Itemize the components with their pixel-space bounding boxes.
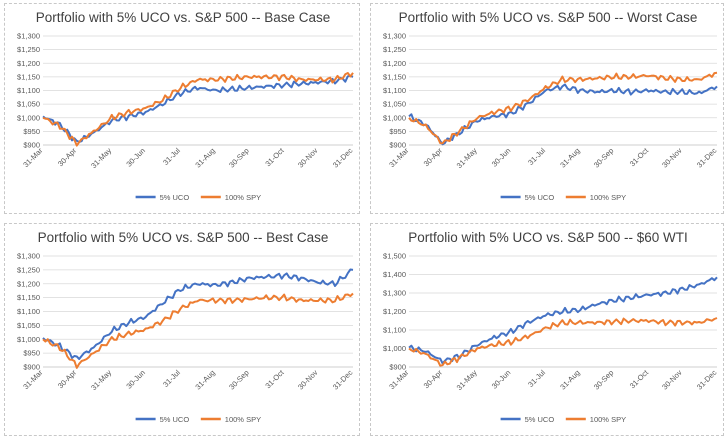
y-tick-label: $1,300 <box>17 252 40 261</box>
y-tick-label: $1,000 <box>17 335 40 344</box>
series-line <box>42 268 354 360</box>
y-tick-label: $1,250 <box>383 45 406 54</box>
series-line <box>42 74 354 143</box>
x-tick-label: 30-Apr <box>56 146 79 169</box>
y-tick-label: $1,100 <box>383 86 406 95</box>
x-tick-label: 30-Jun <box>124 146 147 169</box>
x-tick-label: 30-Jun <box>490 146 513 169</box>
chart-panel-worst-case: Portfolio with 5% UCO vs. S&P 500 -- Wor… <box>370 3 724 214</box>
x-tick-label: 30-Nov <box>296 146 320 170</box>
y-tick-label: $1,250 <box>17 45 40 54</box>
x-tick-label: 31-Jul <box>526 146 547 167</box>
x-tick-label: 31-Oct <box>628 145 651 168</box>
legend-label: 100% SPY <box>590 193 626 202</box>
y-tick-label: $1,100 <box>17 86 40 95</box>
y-tick-label: $950 <box>23 349 40 358</box>
x-tick-label: 31-Aug <box>193 368 216 391</box>
y-tick-label: $1,150 <box>17 72 40 81</box>
x-tick-label: 30-Nov <box>296 368 320 392</box>
y-tick-label: $1,000 <box>17 113 40 122</box>
chart-svg: Portfolio with 5% UCO vs. S&P 500 -- $60… <box>383 230 719 424</box>
x-tick-label: 31-Aug <box>193 146 216 169</box>
y-tick-label: $1,050 <box>383 100 406 109</box>
y-tick-label: $900 <box>389 363 406 372</box>
y-tick-label: $1,300 <box>383 289 406 298</box>
chart-panel-base-case: Portfolio with 5% UCO vs. S&P 500 -- Bas… <box>4 3 360 214</box>
legend-label: 5% UCO <box>160 415 190 424</box>
x-tick-label: 30-Sep <box>592 368 615 391</box>
x-tick-label: 31-Aug <box>558 146 581 169</box>
x-tick-label: 30-Apr <box>422 368 445 391</box>
chart-title: Portfolio with 5% UCO vs. S&P 500 -- Bes… <box>38 230 329 245</box>
x-tick-label: 30-Nov <box>660 368 684 392</box>
chart-panel-best-case: Portfolio with 5% UCO vs. S&P 500 -- Bes… <box>4 223 360 436</box>
legend-label: 5% UCO <box>160 193 190 202</box>
chart-svg: Portfolio with 5% UCO vs. S&P 500 -- Wor… <box>383 10 719 202</box>
legend-label: 100% SPY <box>590 415 626 424</box>
chart-title: Portfolio with 5% UCO vs. S&P 500 -- Wor… <box>399 10 698 25</box>
x-tick-label: 30-Jun <box>124 368 147 391</box>
y-tick-label: $1,100 <box>383 326 406 335</box>
x-tick-label: 31-Dec <box>695 146 719 170</box>
x-tick-label: 30-Sep <box>227 368 250 391</box>
y-tick-label: $900 <box>23 363 40 372</box>
y-tick-label: $1,150 <box>17 293 40 302</box>
y-tick-label: $1,200 <box>17 279 40 288</box>
y-tick-label: $1,100 <box>17 307 40 316</box>
y-tick-label: $1,050 <box>17 321 40 330</box>
y-tick-label: $1,300 <box>17 32 40 41</box>
series-line <box>42 292 354 369</box>
chart-svg: Portfolio with 5% UCO vs. S&P 500 -- Bas… <box>17 10 355 202</box>
x-tick-label: 31-Jul <box>526 368 547 389</box>
y-tick-label: $900 <box>23 141 40 150</box>
series-line <box>408 71 718 145</box>
series-line <box>408 83 718 146</box>
y-tick-label: $950 <box>23 127 40 136</box>
y-tick-label: $900 <box>389 141 406 150</box>
y-tick-label: $1,300 <box>383 32 406 41</box>
y-tick-label: $1,200 <box>17 59 40 68</box>
x-tick-label: 30-Sep <box>227 146 250 169</box>
y-tick-label: $1,150 <box>383 72 406 81</box>
chart-title: Portfolio with 5% UCO vs. S&P 500 -- Bas… <box>36 10 331 25</box>
legend-label: 100% SPY <box>225 193 261 202</box>
x-tick-label: 30-Sep <box>592 146 615 169</box>
chart-svg: Portfolio with 5% UCO vs. S&P 500 -- Bes… <box>17 230 355 424</box>
legend-label: 100% SPY <box>225 415 261 424</box>
legend-label: 5% UCO <box>525 415 555 424</box>
x-tick-label: 31-Dec <box>331 146 355 170</box>
x-tick-label: 31-Oct <box>263 367 286 390</box>
x-tick-label: 31-Jul <box>161 368 182 389</box>
y-tick-label: $1,400 <box>383 270 406 279</box>
x-tick-label: 31-May <box>89 146 113 170</box>
chart-panel-60-wti: Portfolio with 5% UCO vs. S&P 500 -- $60… <box>370 223 724 436</box>
x-tick-label: 30-Nov <box>660 146 684 170</box>
y-tick-label: $950 <box>389 127 406 136</box>
y-tick-label: $1,000 <box>383 113 406 122</box>
series-line <box>408 317 718 367</box>
x-tick-label: 31-Jul <box>161 146 182 167</box>
x-tick-label: 31-Oct <box>263 145 286 168</box>
y-tick-label: $1,200 <box>383 59 406 68</box>
x-tick-label: 31-May <box>455 368 479 392</box>
x-tick-label: 31-Dec <box>695 368 719 392</box>
y-tick-label: $1,200 <box>383 307 406 316</box>
legend-label: 5% UCO <box>525 193 555 202</box>
series-line <box>42 72 354 147</box>
y-tick-label: $1,250 <box>17 265 40 274</box>
x-tick-label: 31-Aug <box>558 368 581 391</box>
x-tick-label: 30-Jun <box>490 368 513 391</box>
y-tick-label: $1,050 <box>17 100 40 109</box>
x-tick-label: 31-Oct <box>628 367 651 390</box>
x-tick-label: 30-Apr <box>422 146 445 169</box>
x-tick-label: 30-Apr <box>56 368 79 391</box>
x-tick-label: 31-May <box>455 146 479 170</box>
y-tick-label: $1,500 <box>383 252 406 261</box>
x-tick-label: 31-May <box>89 368 113 392</box>
y-tick-label: $1,000 <box>383 344 406 353</box>
x-tick-label: 31-Dec <box>331 368 355 392</box>
chart-title: Portfolio with 5% UCO vs. S&P 500 -- $60… <box>408 230 688 245</box>
